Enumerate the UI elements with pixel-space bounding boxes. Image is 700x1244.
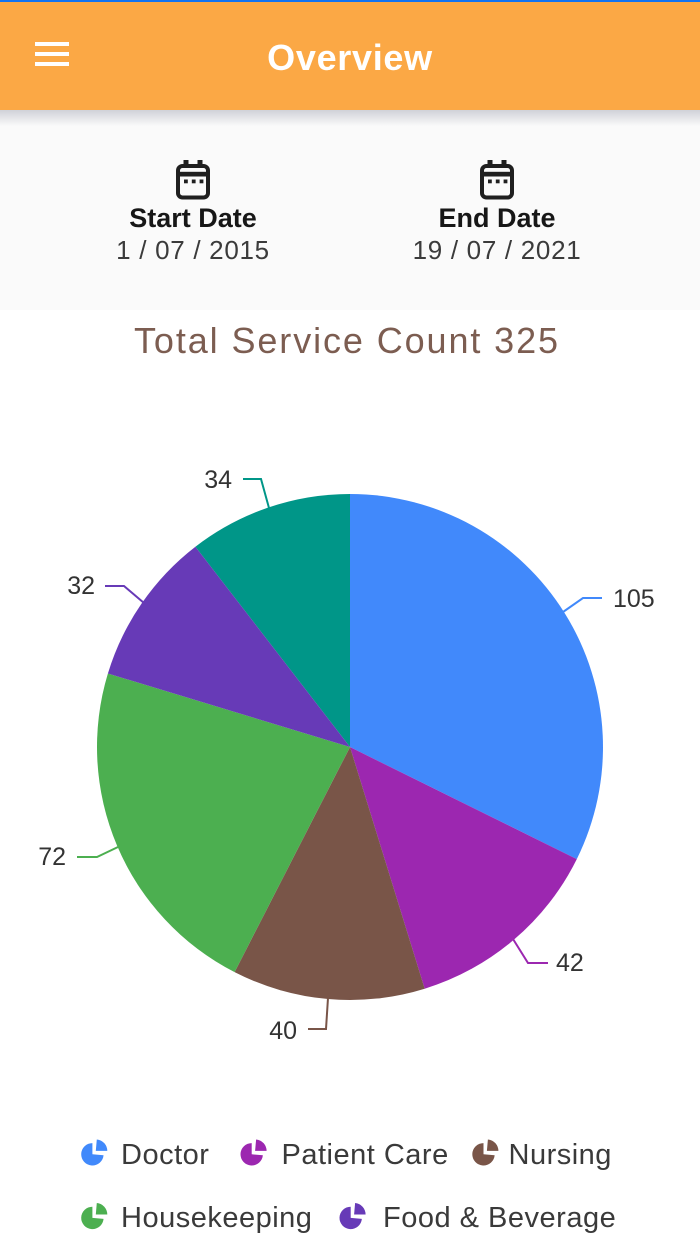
svg-text:72: 72 <box>38 843 66 871</box>
svg-text:105: 105 <box>613 585 655 613</box>
svg-text:34: 34 <box>204 466 232 494</box>
svg-text:32: 32 <box>67 572 95 600</box>
svg-text:42: 42 <box>556 949 584 977</box>
svg-text:40: 40 <box>269 1017 297 1045</box>
